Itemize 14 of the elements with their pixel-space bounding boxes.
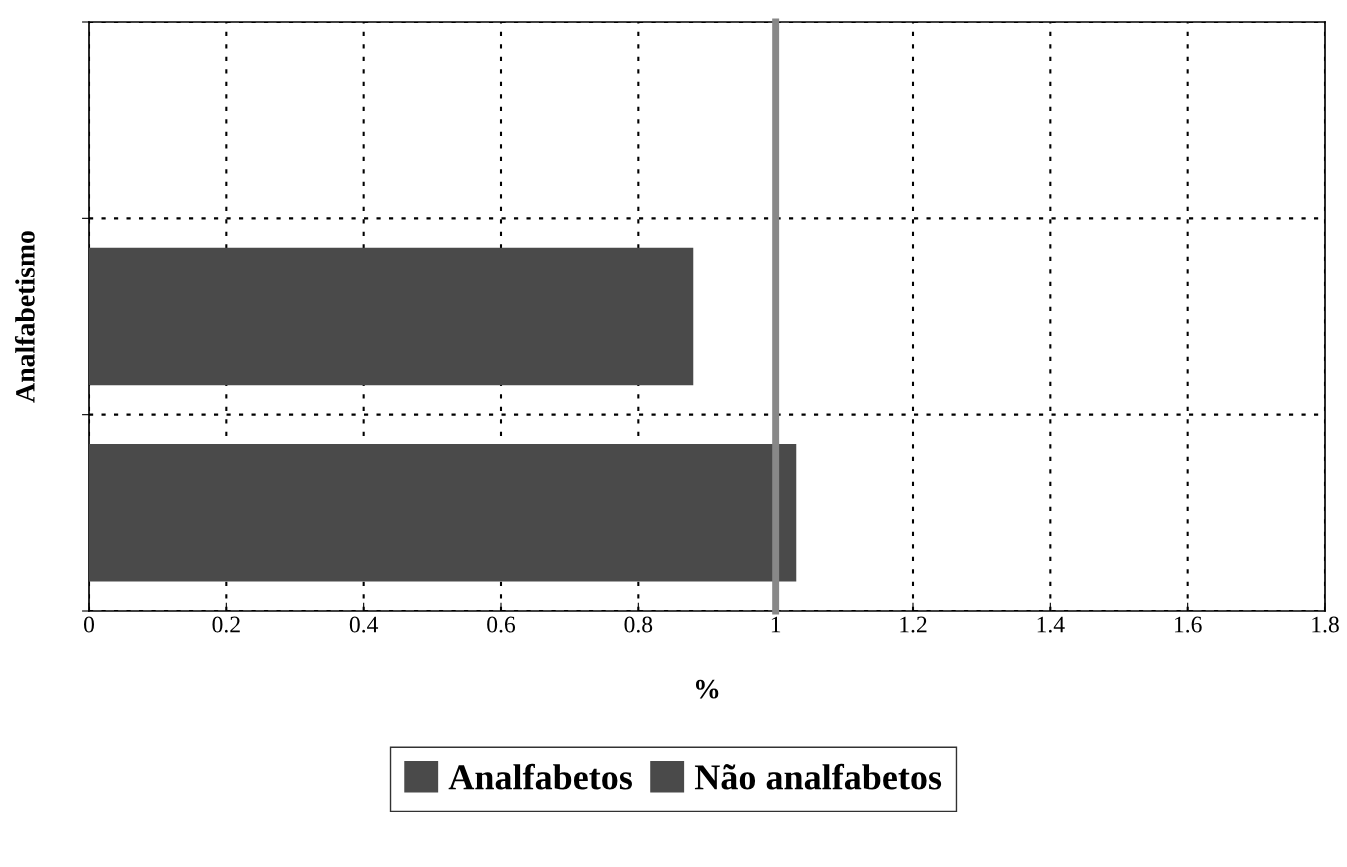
x-tick-label: 0.2 xyxy=(212,616,240,633)
x-tick-label: 0.4 xyxy=(349,616,379,633)
x-tick-label: 1.8 xyxy=(1312,616,1339,633)
y-axis-title: Analfabetismo xyxy=(14,231,35,403)
x-tick-label: 0.6 xyxy=(487,616,516,633)
x-tick-label: 1.4 xyxy=(1037,616,1065,633)
x-tick-label: 0 xyxy=(84,616,94,633)
x-tick-label: 0.8 xyxy=(624,616,653,633)
legend-label: Analfabetos xyxy=(448,763,632,790)
x-tick-label: 1.2 xyxy=(900,616,927,633)
x-axis-title: % xyxy=(695,679,719,699)
x-tick-label: 1 xyxy=(771,616,781,633)
legend-label: Não analfabetos xyxy=(694,763,942,790)
x-tick-label: 1.6 xyxy=(1174,616,1202,633)
